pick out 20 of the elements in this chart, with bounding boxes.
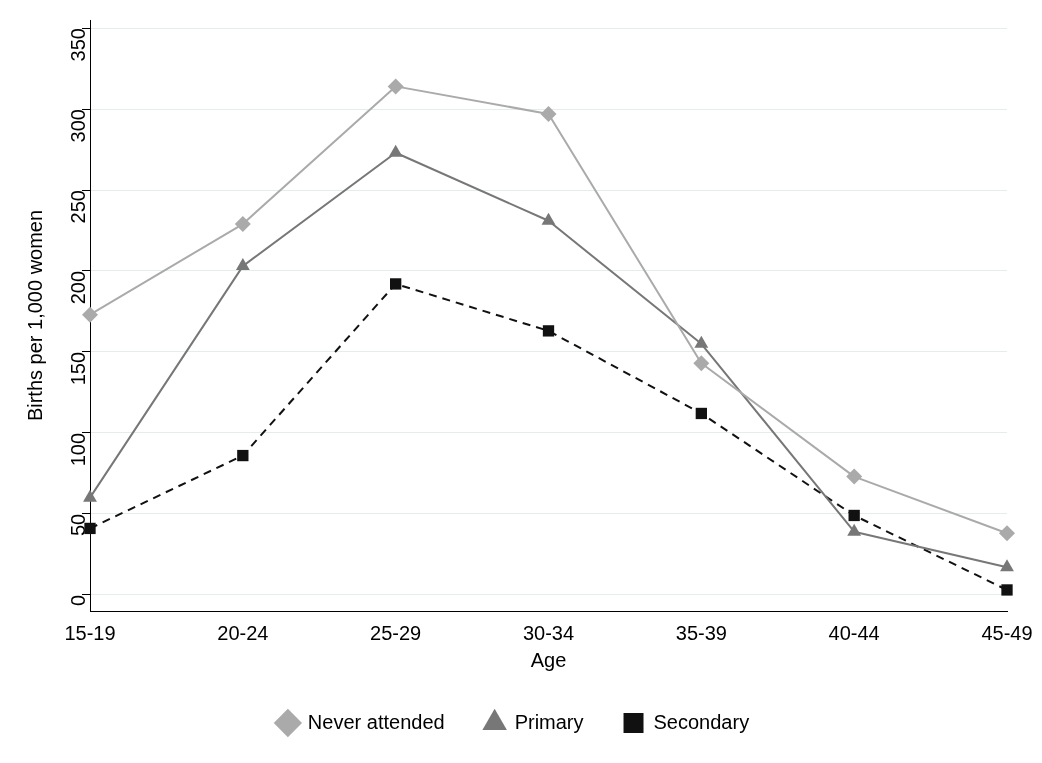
x-tick-label: 45-49 (981, 621, 1033, 644)
legend-label: Primary (514, 710, 584, 733)
x-tick-label: 35-39 (675, 621, 727, 644)
y-tick-label: 350 (66, 28, 89, 62)
x-tick-label: 40-44 (828, 621, 880, 644)
x-tick-label: 20-24 (217, 621, 269, 644)
y-tick-label: 50 (66, 513, 89, 537)
y-tick-label: 250 (66, 190, 89, 224)
y-tick-label: 150 (66, 351, 89, 386)
y-tick-label: 100 (66, 432, 89, 467)
legend-label: Never attended (307, 710, 445, 733)
y-tick-label: 300 (66, 109, 89, 143)
y-axis-title: Births per 1,000 women (23, 209, 46, 422)
x-tick-label: 25-29 (370, 621, 422, 644)
x-tick-label: 30-34 (522, 621, 575, 644)
x-tick-label: 15-19 (64, 621, 116, 644)
y-tick-label: 0 (66, 594, 89, 606)
y-tick-label: 200 (66, 270, 89, 305)
x-axis-title: Age (530, 648, 567, 671)
legend-label: Secondary (653, 710, 750, 733)
